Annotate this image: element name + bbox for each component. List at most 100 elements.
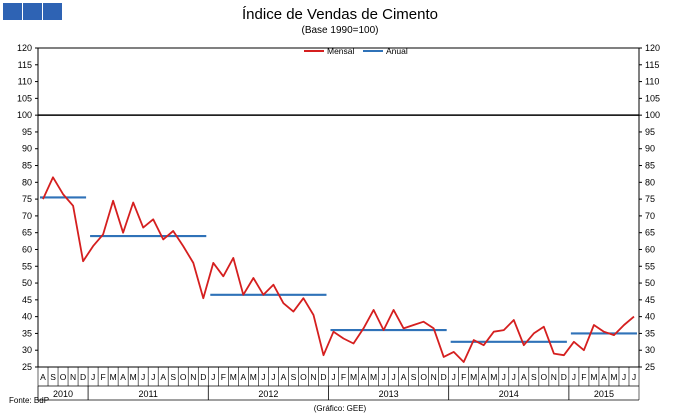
month-label: J bbox=[261, 372, 265, 382]
y-tick-label-left: 75 bbox=[22, 194, 32, 204]
month-label: S bbox=[50, 372, 56, 382]
month-label: J bbox=[502, 372, 506, 382]
month-label: A bbox=[601, 372, 607, 382]
month-label: A bbox=[401, 372, 407, 382]
month-label: M bbox=[110, 372, 117, 382]
month-label: J bbox=[391, 372, 395, 382]
month-label: S bbox=[411, 372, 417, 382]
year-label-2013: 2013 bbox=[379, 389, 399, 399]
month-label: J bbox=[632, 372, 636, 382]
year-label-2010: 2010 bbox=[53, 389, 73, 399]
year-label-2015: 2015 bbox=[594, 389, 614, 399]
month-label: F bbox=[341, 372, 346, 382]
y-tick-label-left: 35 bbox=[22, 328, 32, 338]
month-label: S bbox=[170, 372, 176, 382]
y-tick-label-right: 60 bbox=[645, 244, 655, 254]
month-label: J bbox=[151, 372, 155, 382]
month-label: A bbox=[361, 372, 367, 382]
month-label: O bbox=[420, 372, 427, 382]
month-label: M bbox=[350, 372, 357, 382]
logo-square-3 bbox=[43, 3, 62, 20]
month-label: M bbox=[370, 372, 377, 382]
month-label: F bbox=[581, 372, 586, 382]
y-tick-label-left: 55 bbox=[22, 261, 32, 271]
y-tick-label-left: 115 bbox=[18, 60, 32, 70]
month-label: M bbox=[610, 372, 617, 382]
month-label: D bbox=[320, 372, 326, 382]
chart-title: Índice de Vendas de Cimento bbox=[242, 6, 438, 23]
y-tick-label-right: 100 bbox=[645, 110, 660, 120]
y-tick-label-right: 95 bbox=[645, 127, 655, 137]
month-label: J bbox=[211, 372, 215, 382]
month-label: S bbox=[291, 372, 297, 382]
month-label: F bbox=[221, 372, 226, 382]
y-tick-label-left: 90 bbox=[22, 144, 32, 154]
year-label-2012: 2012 bbox=[258, 389, 278, 399]
y-tick-label-left: 100 bbox=[17, 110, 32, 120]
month-label: N bbox=[551, 372, 557, 382]
y-tick-label-left: 95 bbox=[22, 127, 32, 137]
month-label: M bbox=[250, 372, 257, 382]
month-label: J bbox=[572, 372, 576, 382]
y-tick-label-left: 45 bbox=[22, 295, 32, 305]
month-label: J bbox=[512, 372, 516, 382]
y-tick-label-right: 115 bbox=[645, 60, 659, 70]
y-tick-label-right: 50 bbox=[645, 278, 655, 288]
month-label: J bbox=[381, 372, 385, 382]
month-label: F bbox=[101, 372, 106, 382]
month-label: A bbox=[40, 372, 46, 382]
y-tick-label-right: 55 bbox=[645, 261, 655, 271]
plot-frame bbox=[37, 47, 640, 368]
legend-anual-label: Anual bbox=[386, 46, 408, 56]
y-tick-label-right: 80 bbox=[645, 177, 655, 187]
y-tick-label-right: 40 bbox=[645, 312, 655, 322]
month-label: J bbox=[452, 372, 456, 382]
y-tick-label-left: 80 bbox=[22, 177, 32, 187]
y-tick-label-right: 65 bbox=[645, 228, 655, 238]
month-label: O bbox=[300, 372, 307, 382]
month-label: O bbox=[180, 372, 187, 382]
month-label: S bbox=[531, 372, 537, 382]
y-tick-label-right: 90 bbox=[645, 144, 655, 154]
mensal-line bbox=[42, 176, 635, 363]
month-label: A bbox=[521, 372, 527, 382]
year-label-2011: 2011 bbox=[139, 389, 158, 399]
chart-footnote: (Gráfico: GEE) bbox=[313, 404, 367, 413]
month-label: J bbox=[622, 372, 626, 382]
source-note: Fonte: BdP bbox=[9, 396, 50, 405]
y-tick-label-left: 105 bbox=[17, 93, 32, 103]
month-label: O bbox=[60, 372, 67, 382]
y-tick-label-right: 105 bbox=[645, 93, 660, 103]
anual-series bbox=[40, 196, 637, 343]
y-tick-label-left: 60 bbox=[22, 244, 32, 254]
legend-mensal-label: Mensal bbox=[327, 46, 355, 56]
month-label: J bbox=[331, 372, 335, 382]
month-label: M bbox=[490, 372, 497, 382]
month-label: A bbox=[160, 372, 166, 382]
chart-subtitle: (Base 1990=100) bbox=[301, 25, 379, 36]
month-label: N bbox=[431, 372, 437, 382]
y-tick-label-left: 40 bbox=[22, 312, 32, 322]
month-label: J bbox=[91, 372, 95, 382]
month-label: D bbox=[441, 372, 447, 382]
y-tick-label-right: 30 bbox=[645, 345, 655, 355]
y-tick-label-right: 45 bbox=[645, 295, 655, 305]
y-tick-label-left: 85 bbox=[22, 161, 32, 171]
year-label-2014: 2014 bbox=[499, 389, 519, 399]
month-label: D bbox=[561, 372, 567, 382]
logo-square-1 bbox=[3, 3, 22, 20]
chart-legend: Mensal Anual bbox=[304, 46, 408, 56]
y-tick-label-left: 110 bbox=[18, 77, 32, 87]
y-tick-label-right: 110 bbox=[645, 77, 659, 87]
y-tick-label-right: 25 bbox=[645, 362, 655, 372]
month-label: A bbox=[281, 372, 287, 382]
y-tick-label-right: 85 bbox=[645, 161, 655, 171]
y-tick-label-right: 120 bbox=[645, 43, 660, 53]
month-label: M bbox=[470, 372, 477, 382]
month-label: N bbox=[190, 372, 196, 382]
month-label: A bbox=[241, 372, 247, 382]
month-label: O bbox=[541, 372, 548, 382]
chart-axes: 25 25 30 30 35 35 40 40 45 45 50 50 55 55 60 60 65 65 70 70… bbox=[17, 43, 660, 372]
